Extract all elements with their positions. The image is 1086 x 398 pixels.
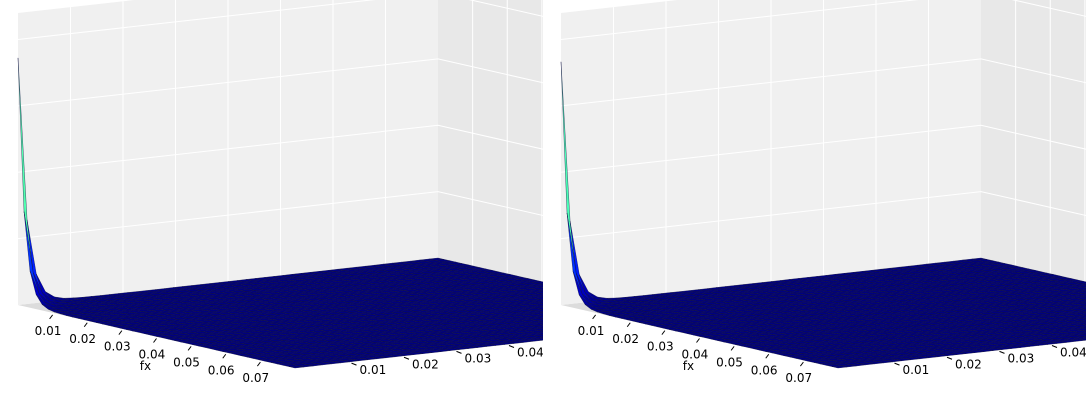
x-tick-mark (592, 314, 597, 320)
x-axis-label: fx (683, 359, 694, 373)
x-tick-label: 0.07 (242, 371, 269, 385)
x-tick-label: 0.05 (173, 355, 200, 369)
x-tick-label: 0.02 (612, 332, 639, 346)
gridline (560, 0, 1086, 40)
y-tick-mark (508, 345, 515, 348)
x-tick-label: 0.05 (716, 355, 743, 369)
x-tick-mark (187, 346, 192, 351)
y-tick-label: 0.04 (1060, 346, 1086, 360)
gridline (560, 58, 1086, 107)
y-tick-label: 0.02 (412, 357, 439, 371)
x-tick-label: 0.06 (208, 363, 235, 377)
back-wall-pane (438, 0, 543, 282)
x-tick-label: 0.07 (785, 371, 812, 385)
gridline (560, 191, 1086, 240)
x-tick-label: 0.02 (69, 332, 96, 346)
x-tick-label: 0.01 (578, 324, 605, 338)
y-tick-label: 0.03 (465, 351, 492, 365)
y-tick-mark (946, 356, 953, 360)
x-tick-mark (49, 314, 54, 320)
back-wall-pane (981, 0, 1086, 282)
x-tick-mark (661, 330, 666, 335)
surface-patch (288, 365, 305, 369)
gridlines (560, 0, 1086, 300)
surface-plot-left: 0.01 0.02 0.03 0.04 0.05 0.06 0.07 0.01 0.02 0.03… (17, 0, 543, 385)
y-tick-label: 0.04 (517, 346, 543, 360)
y-tick-mark (1051, 345, 1058, 348)
gridlines (17, 0, 543, 300)
x-tick-mark (83, 322, 88, 328)
x-tick-mark (222, 353, 227, 359)
x-tick-label: 0.06 (751, 363, 778, 377)
surface-plot-right: 0.01 0.02 0.03 0.04 0.05 0.06 0.07 0.01 0.02 0.03… (560, 0, 1086, 385)
x-axis-label: fx (140, 359, 151, 373)
y-tick-label: 0.02 (955, 357, 982, 371)
axis-labels: 0.01 0.02 0.03 0.04 0.05 0.06 0.07 0.01 0.02 0.03… (35, 314, 543, 385)
x-tick-label: 0.04 (139, 348, 166, 362)
x-tick-label: 0.03 (104, 340, 131, 354)
y-tick-mark (456, 350, 462, 354)
gridline (17, 58, 543, 107)
x-tick-mark (626, 322, 631, 328)
x-tick-mark (256, 361, 261, 367)
y-tick-mark (894, 362, 900, 366)
y-tick-mark (999, 350, 1005, 354)
y-tick-label: 0.01 (903, 363, 930, 377)
surface (17, 57, 543, 369)
gridline (560, 124, 1086, 173)
x-tick-mark (765, 353, 770, 359)
gridline (17, 0, 543, 40)
y-tick-label: 0.01 (360, 363, 387, 377)
x-tick-mark (696, 338, 700, 343)
x-tick-mark (118, 330, 123, 335)
x-tick-label: 0.03 (647, 340, 674, 354)
x-tick-mark (799, 361, 804, 367)
gridline (17, 191, 543, 240)
x-tick-mark (730, 346, 735, 351)
x-tick-label: 0.01 (35, 324, 62, 338)
gridline (17, 124, 543, 173)
x-tick-mark (153, 338, 157, 343)
y-tick-label: 0.03 (1008, 351, 1035, 365)
y-tick-mark (351, 362, 357, 366)
y-tick-mark (403, 356, 410, 360)
surface (560, 61, 1086, 369)
